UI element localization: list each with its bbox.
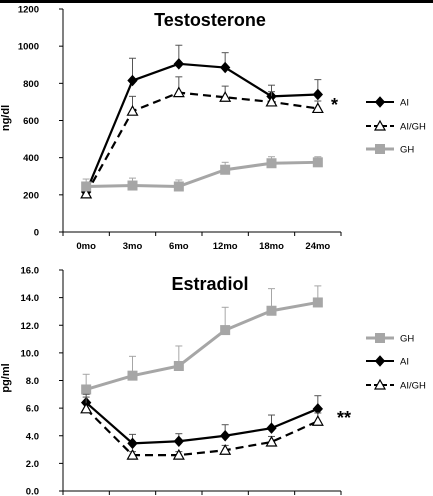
- significance-marker: **: [337, 408, 351, 428]
- legend: GH AI AI/GH: [366, 333, 426, 392]
- x-tick-label: 3mo: [123, 241, 143, 252]
- y-tick-label: 16.0: [21, 266, 40, 277]
- y-axis-label: ng/dl: [0, 105, 12, 131]
- data-point: [81, 384, 92, 395]
- series-gh: [81, 156, 323, 192]
- data-point: [265, 95, 278, 107]
- legend-marker: [373, 378, 387, 390]
- x-tick-label: 18mo: [259, 241, 284, 252]
- data-point: [127, 180, 138, 191]
- series-line: [85, 408, 319, 457]
- data-point: [220, 164, 231, 175]
- data-point: [127, 74, 138, 87]
- series-gh: [81, 285, 323, 395]
- y-tick-label: 14.0: [21, 293, 40, 304]
- legend-label: AI/GH: [400, 122, 426, 133]
- y-tick-label: 0.0: [26, 487, 39, 496]
- series-ai-gh: [80, 396, 324, 460]
- y-tick-label: 1200: [18, 5, 39, 16]
- data-point: [311, 102, 324, 114]
- x-tick-label: 6mo: [169, 241, 189, 252]
- y-tick-label: 0: [34, 228, 39, 239]
- data-point: [173, 435, 185, 448]
- legend-label: GH: [400, 145, 414, 156]
- chart-testosterone: 0 200 400 600 800 1000 1200 0mo 3mo 6mo 12mo 18mo 24…: [0, 5, 426, 253]
- y-tick-label: 4.0: [26, 431, 39, 442]
- data-point: [312, 403, 324, 415]
- chart-title: Testosterone: [154, 10, 266, 30]
- y-tick-label: 600: [23, 116, 39, 127]
- legend-marker: [375, 333, 385, 343]
- data-point: [81, 181, 92, 192]
- legend-label: AI: [400, 98, 409, 109]
- y-tick-label: 200: [23, 190, 39, 201]
- data-point: [312, 297, 323, 308]
- x-tick-label: 12mo: [213, 241, 238, 252]
- data-point: [126, 104, 139, 116]
- data-point: [172, 86, 185, 98]
- series-line: [86, 160, 318, 188]
- data-point: [312, 157, 323, 168]
- data-point: [266, 305, 277, 316]
- y-tick-label: 2.0: [26, 459, 39, 470]
- series-line: [85, 91, 318, 195]
- chart-title: Estradiol: [171, 274, 248, 294]
- legend-label: AI/GH: [400, 381, 426, 392]
- y-tick-label: 1000: [18, 42, 39, 53]
- data-point: [312, 88, 324, 101]
- data-point: [173, 58, 185, 70]
- data-point: [172, 448, 185, 460]
- data-point: [127, 370, 138, 381]
- data-point: [219, 430, 231, 442]
- chart-estradiol: 0.0 2.0 4.0 6.0 8.0 10.0 12.0 14.0 16.0 Estradiol…: [0, 266, 426, 496]
- legend: AI AI/GH GH: [366, 96, 426, 156]
- x-tick-label: 24mo: [305, 241, 330, 252]
- data-point: [127, 437, 138, 450]
- y-tick-label: 6.0: [26, 404, 39, 415]
- data-point: [80, 187, 93, 199]
- y-tick-label: 800: [23, 79, 39, 90]
- data-point: [219, 444, 232, 455]
- legend-label: AI: [400, 357, 409, 368]
- x-tick-label: 0mo: [76, 241, 96, 252]
- y-tick-label: 10.0: [21, 348, 40, 359]
- data-point: [126, 448, 139, 460]
- data-point: [219, 91, 232, 102]
- data-point: [265, 435, 278, 447]
- y-tick-label: 8.0: [26, 376, 39, 387]
- y-tick-label: 400: [23, 153, 39, 164]
- data-point: [173, 360, 184, 371]
- data-point: [80, 402, 93, 414]
- series-line: [85, 401, 319, 445]
- series-line: [85, 62, 318, 193]
- y-tick-label: 12.0: [21, 321, 40, 332]
- data-point: [173, 181, 184, 192]
- data-point: [311, 415, 324, 426]
- series-line: [85, 300, 319, 391]
- y-axis-label: pg/ml: [0, 363, 12, 392]
- legend-marker: [374, 96, 386, 108]
- series-ai-gh: [80, 76, 324, 199]
- legend-label: GH: [400, 334, 414, 345]
- top-border: [0, 0, 433, 3]
- legend-marker: [373, 119, 387, 131]
- data-point: [220, 325, 231, 336]
- significance-marker: *: [331, 95, 338, 115]
- series-ai: [80, 44, 324, 198]
- legend-marker: [374, 355, 386, 367]
- data-point: [266, 422, 277, 434]
- legend-marker: [375, 144, 385, 154]
- data-point: [266, 158, 277, 169]
- data-point: [219, 61, 231, 74]
